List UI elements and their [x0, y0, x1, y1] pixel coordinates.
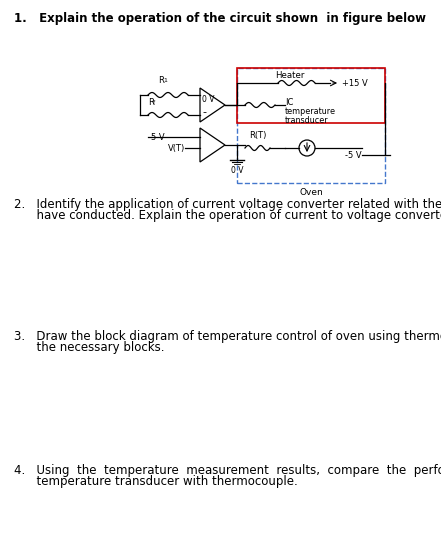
Text: -: - — [202, 107, 206, 117]
Text: -5 V: -5 V — [345, 151, 362, 160]
Text: the necessary blocks.: the necessary blocks. — [14, 341, 164, 354]
Text: 0 V: 0 V — [202, 96, 214, 105]
Text: 1.   Explain the operation of the circuit shown  in figure below: 1. Explain the operation of the circuit … — [14, 12, 426, 25]
Text: 0 V: 0 V — [231, 166, 243, 175]
Text: V(T): V(T) — [168, 144, 185, 153]
Text: Oven: Oven — [299, 188, 323, 197]
Bar — [237, 68, 385, 183]
Text: R: R — [158, 76, 164, 85]
Text: -5 V: -5 V — [148, 132, 164, 142]
Text: 3.   Draw the block diagram of temperature control of oven using thermocouple by: 3. Draw the block diagram of temperature… — [14, 330, 441, 343]
Text: Heater: Heater — [275, 71, 304, 80]
Text: 4.   Using  the  temperature  measurement  results,  compare  the  performance  : 4. Using the temperature measurement res… — [14, 464, 441, 477]
Text: +15 V: +15 V — [342, 78, 368, 88]
Text: transducer: transducer — [285, 116, 329, 125]
Text: temperature: temperature — [285, 107, 336, 116]
Bar — [237, 68, 385, 123]
Text: 2.   Identify the application of current voltage converter related with the expe: 2. Identify the application of current v… — [14, 198, 441, 211]
Text: 1: 1 — [163, 78, 167, 83]
Text: temperature transducer with thermocouple.: temperature transducer with thermocouple… — [14, 475, 298, 488]
Text: IC: IC — [285, 98, 293, 107]
Text: f: f — [153, 100, 155, 105]
Text: R: R — [148, 98, 154, 107]
Text: have conducted. Explain the operation of current to voltage converter.: have conducted. Explain the operation of… — [14, 209, 441, 222]
Text: R(T): R(T) — [249, 131, 267, 140]
